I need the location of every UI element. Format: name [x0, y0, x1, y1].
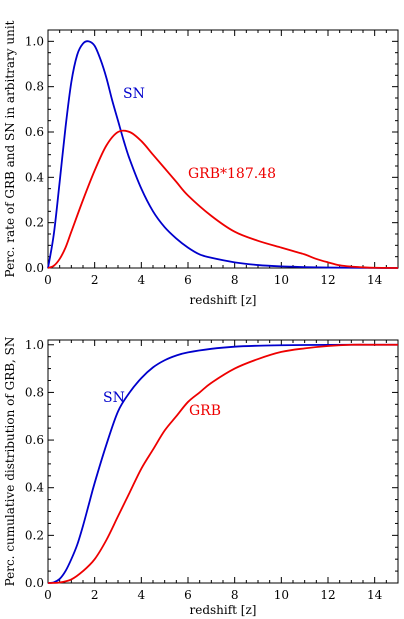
y-tick-label: 1.0: [25, 34, 44, 48]
series-label-sn: SN: [123, 86, 145, 102]
x-tick-label: 6: [184, 588, 192, 602]
y-tick-label: 0.6: [25, 433, 44, 447]
x-tick-label: 8: [231, 588, 239, 602]
y-tick-label: 0.0: [25, 261, 44, 275]
y-tick-label: 0.0: [25, 576, 44, 590]
x-tick-label: 2: [91, 273, 99, 287]
x-tick-label: 4: [138, 588, 146, 602]
y-tick-label: 0.8: [25, 80, 44, 94]
x-tick-label: 12: [320, 588, 335, 602]
x-tick-label: 4: [138, 273, 146, 287]
x-tick-label: 2: [91, 588, 99, 602]
x-tick-label: 12: [320, 273, 335, 287]
y-tick-label: 0.4: [25, 481, 44, 495]
series-label-sn: SN: [103, 390, 125, 406]
series-line-sn: [47, 40, 399, 269]
y-tick-label: 0.4: [25, 170, 44, 184]
x-tick-label: 10: [274, 273, 289, 287]
plot-frame: [47, 29, 399, 269]
y-axis-label: Perc. rate of GRB and SN in arbitrary un…: [3, 20, 17, 277]
x-axis-label: redshift [z]: [189, 293, 256, 307]
y-tick-label: 0.8: [25, 385, 44, 399]
series-label-grb-187-48: GRB*187.48: [188, 166, 276, 182]
x-tick-label: 0: [44, 588, 52, 602]
y-tick-label: 0.2: [25, 216, 44, 230]
x-tick-label: 6: [184, 273, 192, 287]
y-tick-label: 0.2: [25, 528, 44, 542]
series-line-grb-187-48: [47, 129, 399, 269]
y-tick-label: 0.6: [25, 125, 44, 139]
x-tick-label: 8: [231, 273, 239, 287]
y-tick-label: 1.0: [25, 338, 44, 352]
chart-panel-1: 0 2 4 6 8 10 12 14 0.0 0.2 0.4 0.6 0.8 1.0 redshift [z…: [3, 20, 399, 307]
y-axis-label: Perc. cumulative distribution of GRB, SN: [3, 337, 17, 587]
series-line-grb: [47, 343, 398, 584]
chart-panel-2: 0 2 4 6 8 10 12 14 0.0 0.2 0.4 0.6 0.8 1.0 redshift [z…: [3, 337, 399, 617]
x-tick-label: 0: [44, 273, 52, 287]
series-label-grb: GRB: [189, 403, 221, 419]
x-axis-label: redshift [z]: [189, 603, 256, 617]
x-tick-label: 10: [274, 588, 289, 602]
series-line-sn: [47, 343, 398, 584]
x-tick-label: 14: [367, 273, 383, 287]
x-tick-label: 14: [367, 588, 383, 602]
